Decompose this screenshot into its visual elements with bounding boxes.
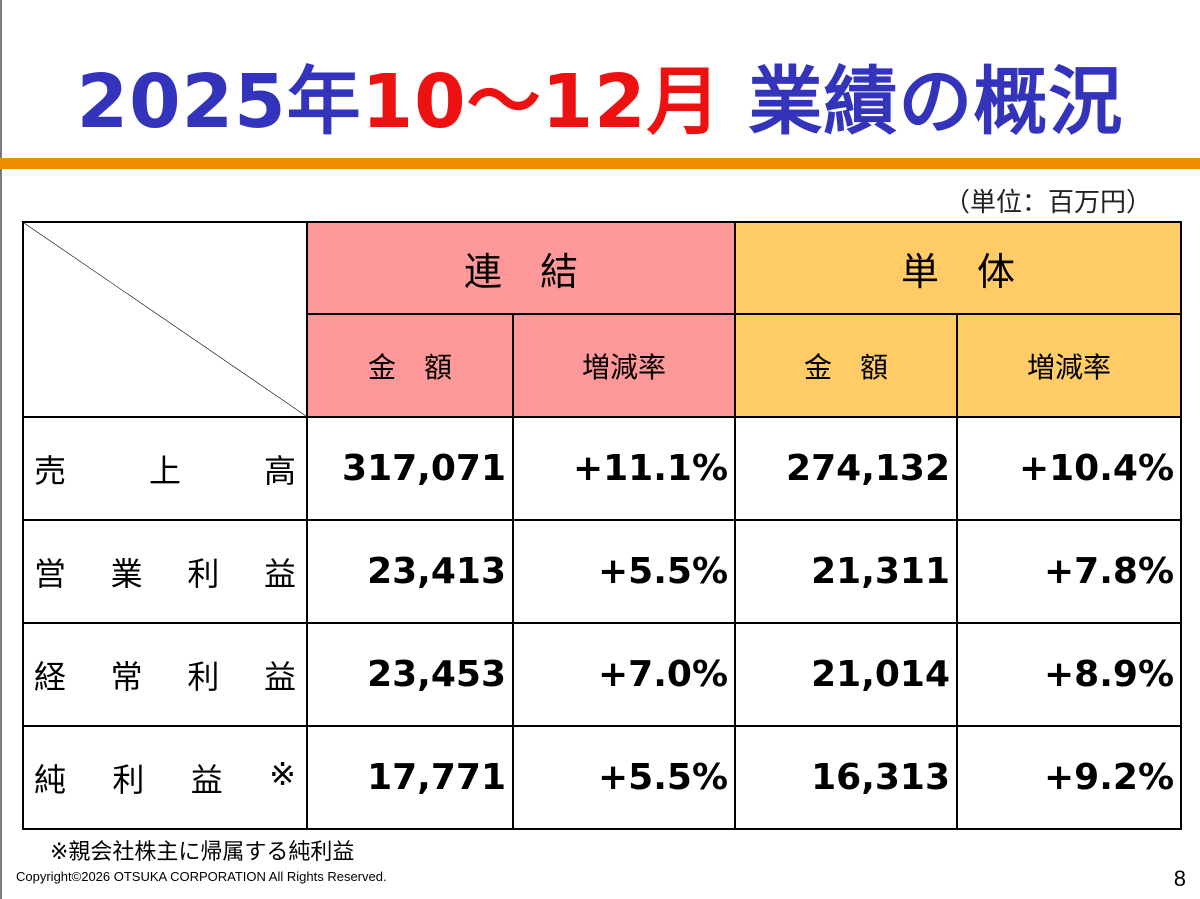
consolidated-amount: 17,771 bbox=[306, 725, 514, 830]
header-consolidated: 連 結 bbox=[305, 221, 737, 315]
consolidated-rate: +5.5% bbox=[511, 519, 737, 624]
nonconsolidated-rate: +8.9% bbox=[956, 622, 1183, 727]
table-row-operating-income: 営業利益 23,413 +5.5% 21,311 +7.8% bbox=[22, 519, 1183, 624]
subheader-nonconsolidated-amount: 金 額 bbox=[734, 313, 959, 418]
nonconsolidated-rate: +9.2% bbox=[956, 725, 1183, 830]
title-year: 2025年 bbox=[76, 59, 362, 145]
page-title: 2025年10～12月 業績の概況 bbox=[0, 52, 1200, 152]
nonconsolidated-amount: 21,311 bbox=[734, 519, 959, 624]
table-row-net-sales: 売上高 317,071 +11.1% 274,132 +10.4% bbox=[22, 416, 1183, 521]
corner-cell bbox=[22, 221, 308, 418]
consolidated-amount: 317,071 bbox=[306, 416, 514, 521]
nonconsolidated-amount: 21,014 bbox=[734, 622, 959, 727]
nonconsolidated-rate: +7.8% bbox=[956, 519, 1183, 624]
row-label: 売上高 bbox=[22, 416, 308, 521]
title-divider bbox=[0, 158, 1200, 169]
consolidated-rate: +11.1% bbox=[511, 416, 737, 521]
row-label: 純利益 ※ bbox=[22, 725, 308, 830]
copyright: Copyright©2026 OTSUKA CORPORATION All Ri… bbox=[16, 869, 387, 884]
consolidated-amount: 23,453 bbox=[306, 622, 514, 727]
header-nonconsolidated: 単 体 bbox=[734, 221, 1183, 315]
left-edge-line bbox=[0, 0, 2, 899]
nonconsolidated-amount: 16,313 bbox=[734, 725, 959, 830]
row-label: 営業利益 bbox=[22, 519, 308, 624]
nonconsolidated-rate: +10.4% bbox=[956, 416, 1183, 521]
subheader-consolidated-rate: 増減率 bbox=[511, 313, 737, 418]
title-subject: 業績の概況 bbox=[721, 59, 1124, 145]
nonconsolidated-amount: 274,132 bbox=[734, 416, 959, 521]
table-row-ordinary-income: 経常利益 23,453 +7.0% 21,014 +8.9% bbox=[22, 622, 1183, 727]
table-row-net-income: 純利益 ※ 17,771 +5.5% 16,313 +9.2% bbox=[22, 725, 1183, 830]
row-label: 経常利益 bbox=[22, 622, 308, 727]
results-table: 連 結 単 体 金 額 増減率 金 額 増減率 売上高 317,071 +11.… bbox=[22, 221, 1183, 830]
title-period: 10～12月 bbox=[361, 59, 722, 145]
subheader-nonconsolidated-rate: 増減率 bbox=[956, 313, 1183, 418]
consolidated-amount: 23,413 bbox=[306, 519, 514, 624]
diagonal-line bbox=[24, 223, 306, 416]
page-number: 8 bbox=[1173, 866, 1186, 891]
consolidated-rate: +7.0% bbox=[511, 622, 737, 727]
subheader-consolidated-amount: 金 額 bbox=[306, 313, 514, 418]
consolidated-rate: +5.5% bbox=[511, 725, 737, 830]
unit-note: （単位：百万円） bbox=[943, 188, 1152, 218]
footnote: ※親会社株主に帰属する純利益 bbox=[50, 840, 355, 865]
